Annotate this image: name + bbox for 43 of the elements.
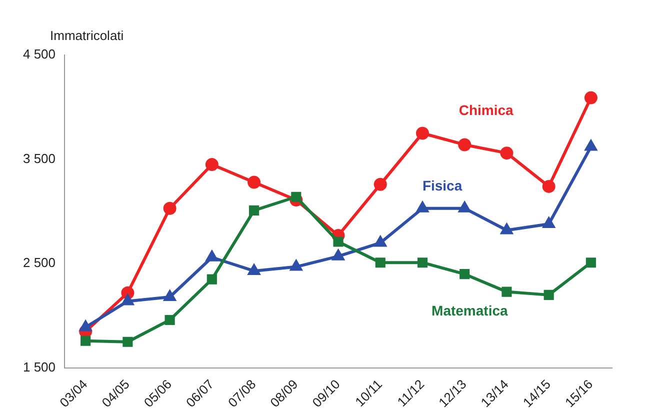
series-label: Chimica (458, 102, 514, 118)
point (248, 264, 260, 275)
point (500, 146, 514, 160)
point (291, 192, 302, 202)
point (206, 250, 218, 262)
point (458, 138, 472, 152)
point (460, 269, 470, 280)
y-tick-label: 2 500 (22, 255, 56, 270)
point (417, 258, 428, 268)
y-axis-title: Immatricolati (50, 28, 124, 43)
y-tick-label: 1 500 (22, 360, 56, 375)
y-tick-label: 3 500 (22, 150, 56, 166)
point (585, 140, 597, 151)
point (502, 286, 512, 297)
point (164, 290, 176, 302)
point (542, 180, 556, 193)
point (543, 218, 555, 228)
point (206, 274, 217, 284)
series-label: Fisica (422, 177, 462, 194)
y-tick-label: 4 500 (22, 46, 56, 62)
point (163, 202, 176, 215)
point (249, 205, 260, 216)
point (80, 336, 91, 346)
point (333, 236, 344, 247)
point (584, 91, 598, 104)
point (416, 126, 429, 140)
point (374, 178, 387, 191)
point (122, 294, 134, 306)
point (416, 202, 428, 212)
point (122, 336, 133, 347)
point (332, 250, 344, 260)
point (80, 320, 92, 332)
point (374, 236, 386, 247)
point (375, 258, 386, 268)
point (500, 224, 513, 234)
point (205, 158, 218, 172)
point (290, 260, 302, 271)
point (458, 202, 470, 212)
point (164, 314, 175, 326)
point (586, 258, 596, 268)
series-label: Matematica (432, 302, 508, 318)
point (248, 176, 261, 189)
point (544, 290, 554, 300)
